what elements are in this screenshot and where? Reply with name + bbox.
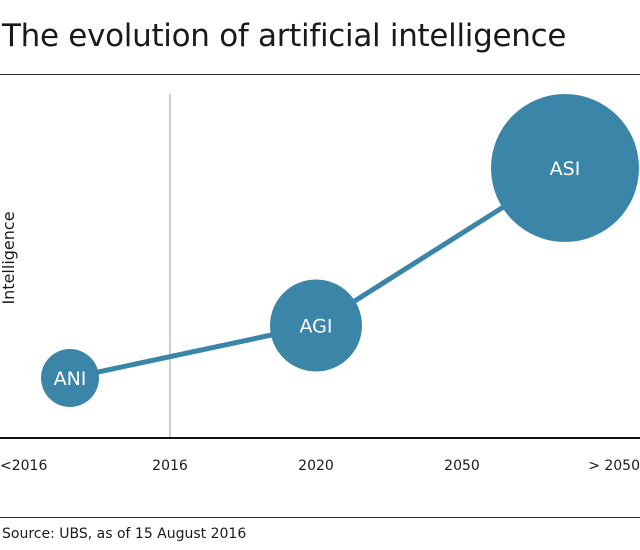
bubble-label-ani: ANI [54,368,87,390]
bubble-label-agi: AGI [300,316,333,338]
x-tick-label: > 2050 [588,458,640,474]
title-divider [0,74,640,75]
x-tick-label: 2020 [298,458,334,474]
labels-layer: Intelligence <2016 2016 2020 2050 > 2050 ANI AG… [0,158,640,474]
bubble-agi [270,279,362,372]
x-tick-label: 2016 [152,458,188,474]
x-tick-label: 2050 [444,458,480,474]
bubble-label-asi: ASI [550,158,581,180]
source-note: Source: UBS, as of 15 August 2016 [2,526,247,542]
axes-layer [0,94,640,439]
x-tick-label: <2016 [0,458,47,474]
y-axis-label: Intelligence [0,211,18,304]
bubble-ani [41,349,99,407]
series-layer [41,94,639,407]
chart-canvas: Intelligence <2016 2016 2020 2050 > 2050 ANI AG… [0,94,640,474]
chart-title: The evolution of artificial intelligence [2,18,567,54]
footer-divider [0,517,640,518]
bubble-asi [491,94,639,242]
